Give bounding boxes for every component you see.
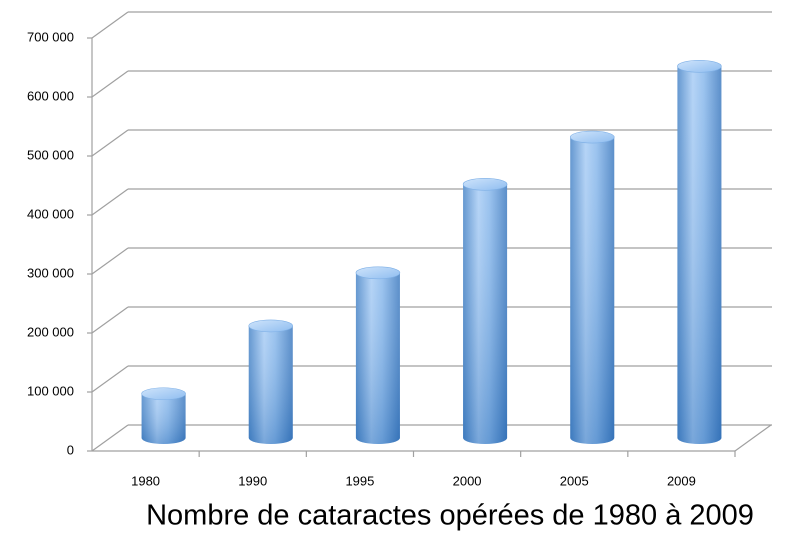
y-tick-label: 600 000 (27, 88, 74, 103)
bar-shade (463, 184, 508, 445)
bar-group (355, 266, 401, 444)
x-tick-label: 2005 (560, 473, 589, 488)
y-tick-label: 100 000 (27, 383, 74, 398)
x-tick-label: 1995 (345, 473, 374, 488)
bar-top (141, 387, 186, 401)
bar-group (141, 387, 186, 444)
grid-line-side (91, 247, 129, 275)
y-tick-label: 300 000 (27, 265, 74, 280)
bar-group (462, 178, 508, 445)
bar-top (462, 178, 508, 191)
bar-shade (570, 137, 615, 444)
bar-shade (248, 325, 293, 444)
y-tick-label: 200 000 (27, 324, 74, 339)
x-tick-label: 2009 (667, 473, 696, 488)
grid-line-side (91, 129, 129, 157)
bar-shade (677, 66, 722, 445)
bar-top (677, 60, 722, 73)
y-tick-label: 0 (67, 442, 74, 457)
grid-line-side (91, 188, 129, 216)
grid-line-side (91, 70, 129, 98)
grid-line-side (91, 365, 129, 393)
y-tick-label: 400 000 (27, 206, 74, 221)
bar-group (569, 130, 615, 444)
bar-top (248, 319, 294, 333)
bar-shade (141, 393, 186, 444)
bar-group (677, 60, 722, 445)
chart-title: Nombre de cataractes opérées de 1980 à 2… (146, 500, 754, 532)
x-tick-label: 1990 (238, 473, 267, 488)
x-tick-label: 1980 (131, 473, 160, 488)
floor-edge (734, 424, 772, 452)
bar-shade (355, 272, 400, 444)
x-tick-label: 2000 (453, 473, 482, 488)
bar-top (569, 130, 615, 144)
grid-line-side (91, 11, 129, 39)
bar-group (248, 319, 294, 444)
grid-line-side (91, 306, 129, 334)
grid-line-side (91, 424, 129, 452)
bar-top (355, 266, 401, 280)
y-tick-label: 500 000 (27, 147, 74, 162)
y-tick-label: 700 000 (27, 29, 74, 44)
